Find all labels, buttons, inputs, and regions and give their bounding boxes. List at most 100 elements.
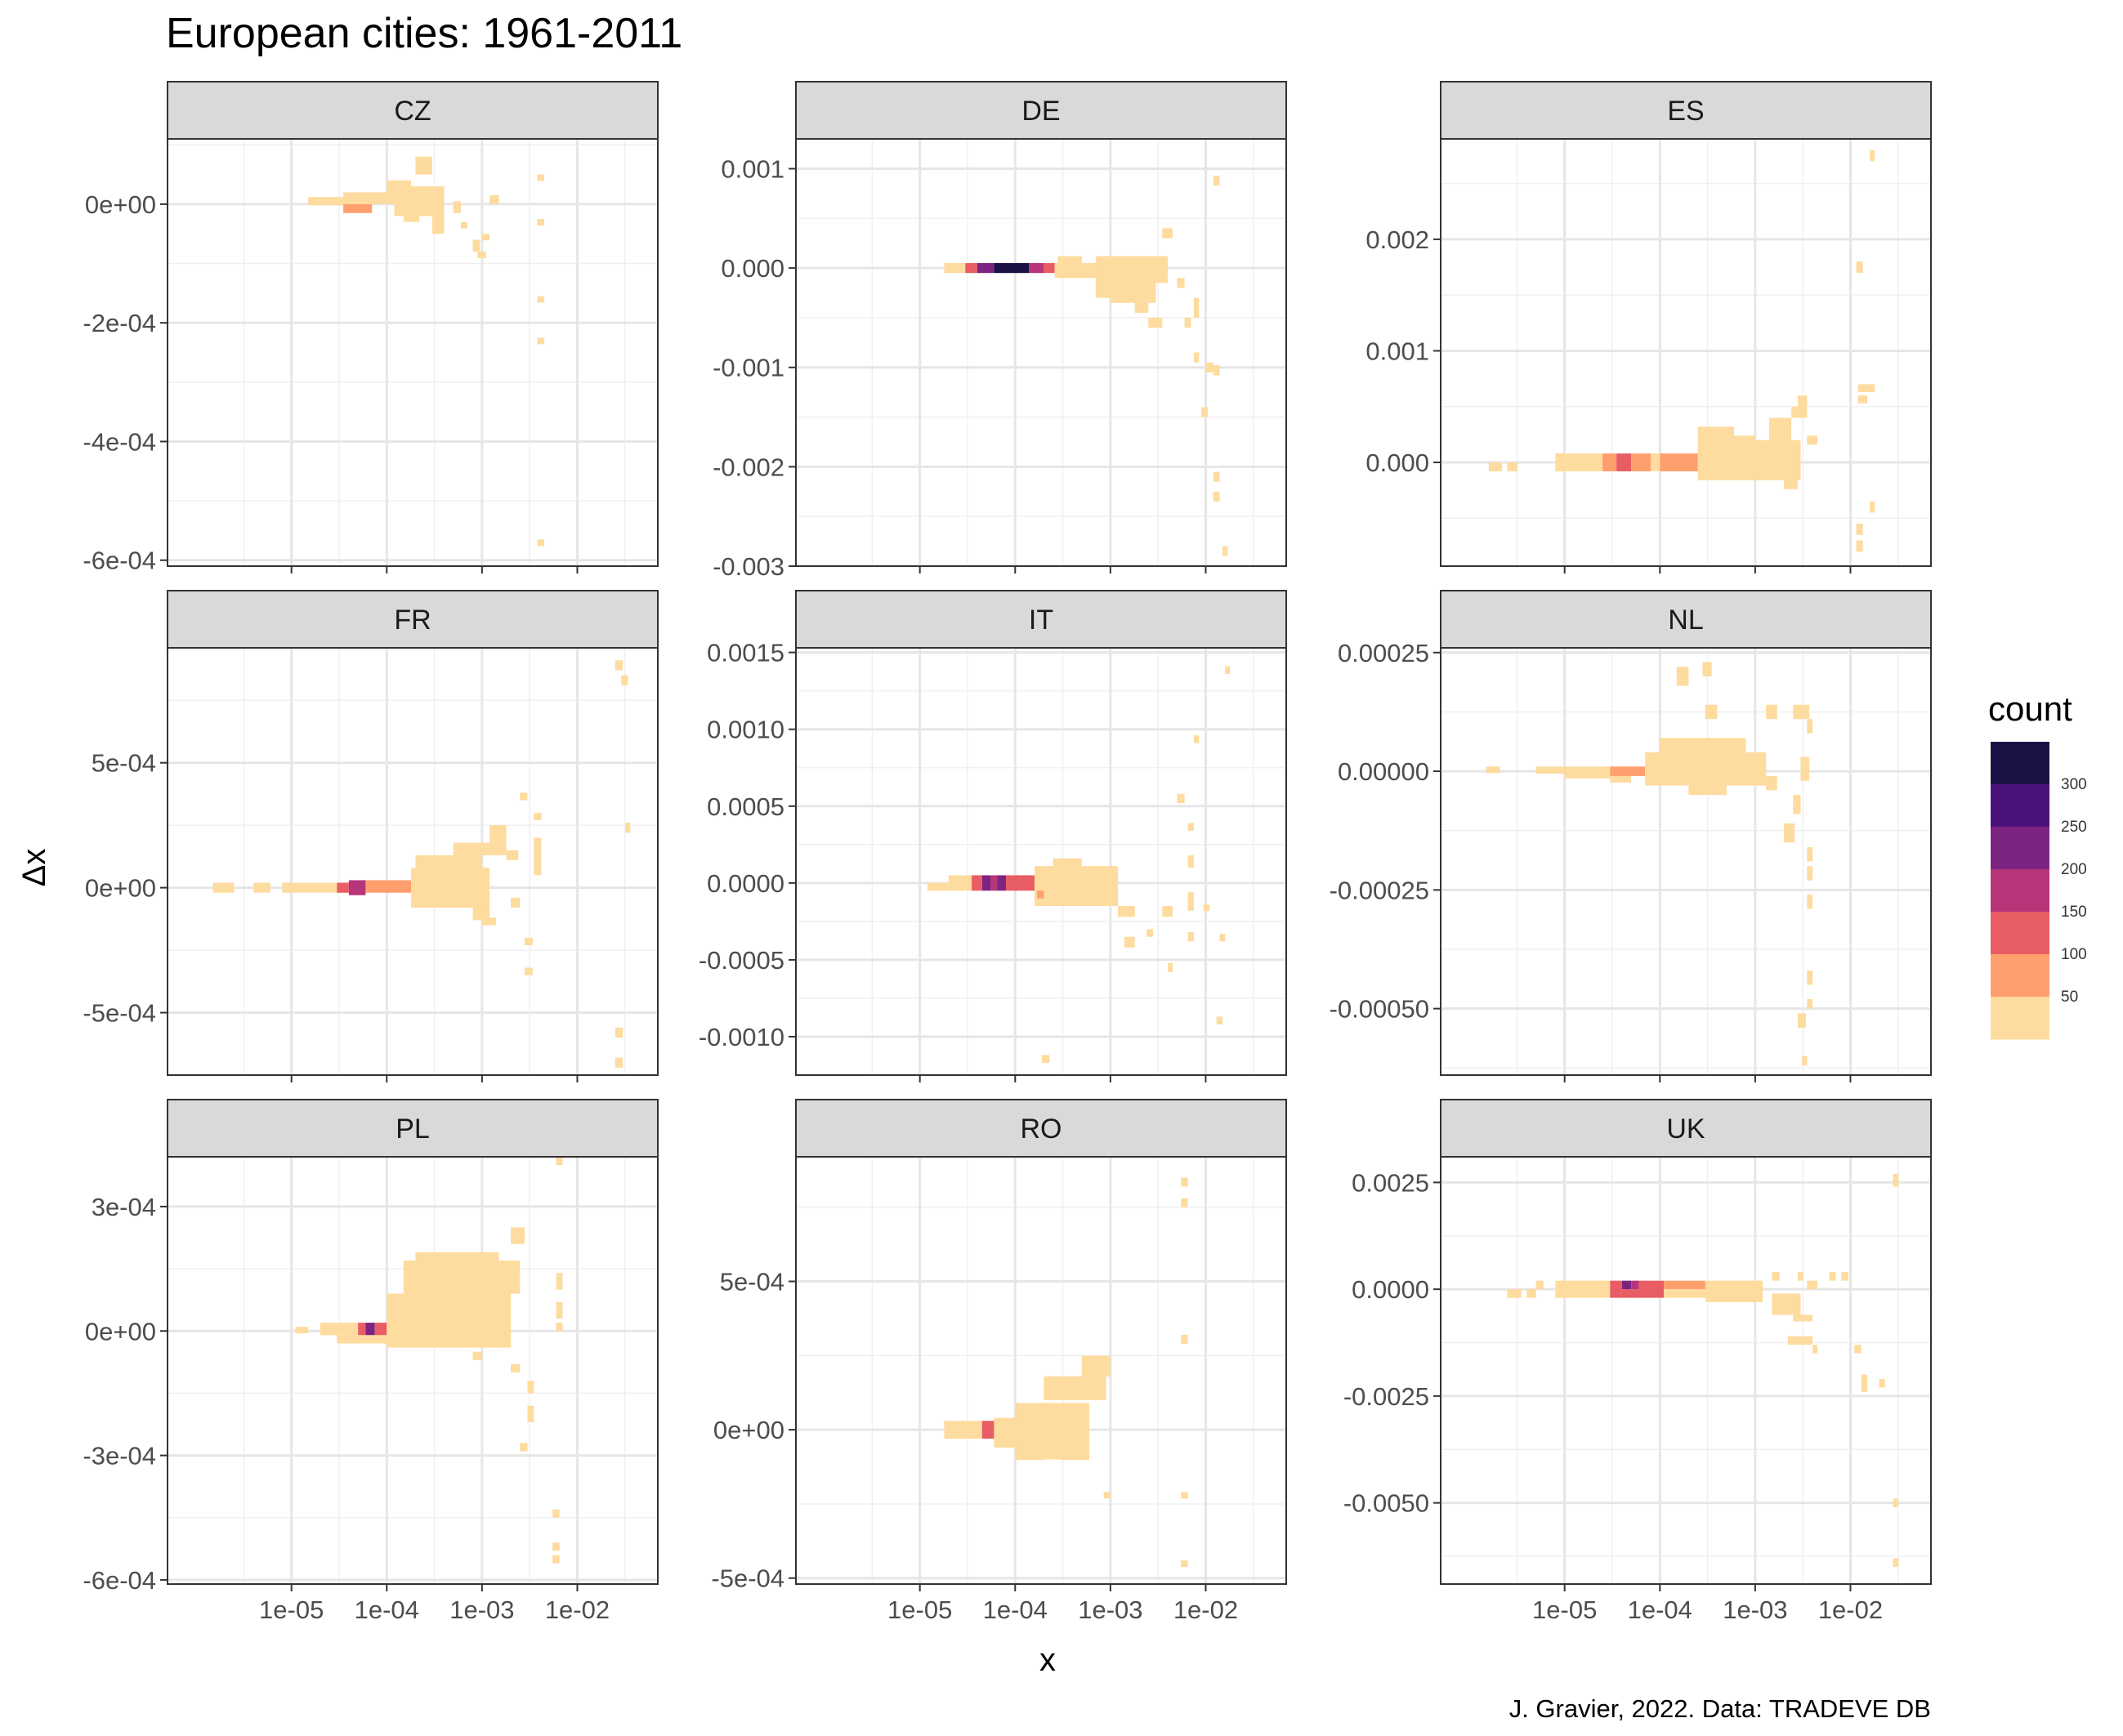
facet-strip xyxy=(167,1099,659,1158)
heatmap-bin xyxy=(1177,278,1185,288)
heatmap-bin xyxy=(1807,1280,1818,1290)
heatmap-bin xyxy=(1225,666,1231,674)
heatmap-bin xyxy=(537,539,545,547)
facet-panels: CZ 0e+00 -2e-04 -4e-04 -6e-04 DE 0.001 0.000 -0.… xyxy=(83,81,1932,1624)
heatmap-bin xyxy=(1488,462,1503,471)
heatmap-bin xyxy=(1798,1013,1806,1028)
facet-label: CZ xyxy=(394,96,431,127)
panel-fr: FR 5e-04 0e+00 -5e-04 xyxy=(83,590,659,1082)
x-tick-label: 1e-02 xyxy=(1818,1595,1883,1624)
facet-strip xyxy=(1440,81,1932,140)
heatmap-bin xyxy=(1184,317,1191,328)
y-tick-label: -0.001 xyxy=(713,354,784,382)
heatmap-bin xyxy=(348,880,366,895)
panel-es: ES 0.002 0.001 0.000 xyxy=(1365,81,1932,573)
heatmap-bin xyxy=(1621,1289,1639,1298)
y-tick-label: 0.000 xyxy=(721,254,784,283)
heatmap-bin xyxy=(1148,317,1163,328)
heatmap-bin xyxy=(1103,1492,1111,1499)
y-tick-label: -5e-04 xyxy=(83,999,156,1028)
y-tick-label: 0e+00 xyxy=(713,1416,784,1444)
heatmap-bin xyxy=(1870,150,1875,162)
heatmap-bin xyxy=(552,1542,560,1551)
heatmap-bin xyxy=(489,825,507,843)
heatmap-bin xyxy=(1793,1314,1813,1322)
panel-background xyxy=(796,139,1286,566)
legend-swatch xyxy=(1991,954,2049,997)
heatmap-bin xyxy=(615,1027,623,1038)
heatmap-bin xyxy=(944,263,966,274)
heatmap-bin xyxy=(1841,1272,1848,1281)
heatmap-bin xyxy=(1044,263,1055,274)
y-tick-label: 0.0010 xyxy=(707,716,784,744)
bins xyxy=(212,660,631,1068)
heatmap-bin xyxy=(527,1381,534,1394)
heatmap-bin xyxy=(1110,283,1156,303)
heatmap-bin xyxy=(1486,766,1500,774)
heatmap-bin xyxy=(525,967,533,975)
heatmap-bin xyxy=(1205,362,1213,373)
heatmap-bin xyxy=(337,1335,404,1344)
heatmap-bin xyxy=(1807,719,1813,734)
heatmap-bin xyxy=(1621,1280,1632,1290)
heatmap-bin xyxy=(1800,756,1810,781)
heatmap-bin xyxy=(1616,453,1632,471)
bins xyxy=(1486,662,1813,1066)
x-tick-label: 1e-05 xyxy=(259,1595,324,1624)
legend-break-label: 50 xyxy=(2061,988,2078,1006)
heatmap-bin xyxy=(1702,662,1712,676)
y-tick-label: -0.003 xyxy=(713,552,784,581)
heatmap-bin xyxy=(1162,228,1173,239)
heatmap-bin xyxy=(1697,426,1735,436)
heatmap-bin xyxy=(481,234,490,241)
heatmap-bin xyxy=(552,1509,560,1518)
heatmap-bin xyxy=(1193,735,1200,743)
heatmap-bin xyxy=(1772,1272,1780,1281)
heatmap-bin xyxy=(1054,263,1096,279)
y-tick-label: 5e-04 xyxy=(720,1268,784,1296)
heatmap-bin xyxy=(365,880,412,893)
heatmap-bin xyxy=(1602,453,1617,471)
heatmap-bin xyxy=(556,1301,563,1319)
heatmap-bin xyxy=(615,1057,623,1068)
legend-break-label: 150 xyxy=(2061,904,2087,921)
heatmap-bin xyxy=(1705,1280,1763,1302)
panel-pl: PL 3e-04 0e+00 -3e-04 -6e-04 1e-05 1e-04 1e-03 1… xyxy=(83,1099,659,1624)
heatmap-bin xyxy=(453,201,462,213)
y-tick-label: -0.0010 xyxy=(699,1023,784,1051)
heatmap-bin xyxy=(1015,1453,1044,1461)
facet-strip xyxy=(795,590,1287,649)
heatmap-bin xyxy=(1793,795,1801,814)
heatmap-bin xyxy=(552,1555,560,1564)
facet-label: RO xyxy=(1021,1113,1062,1145)
heatmap-bin xyxy=(1201,407,1208,417)
heatmap-bin xyxy=(1856,540,1863,552)
legend-swatch xyxy=(1991,784,2049,828)
heatmap-bin xyxy=(525,937,533,945)
heatmap-bin xyxy=(1879,1378,1885,1388)
heatmap-bin xyxy=(1035,866,1119,907)
heatmap-bin xyxy=(1181,1492,1188,1499)
heatmap-bin xyxy=(1015,1403,1090,1460)
panel-uk: UK 0.0025 0.0000 -0.0025 -0.0050 1e-05 1e-04 1e… xyxy=(1343,1099,1932,1624)
heatmap-bin xyxy=(403,210,420,222)
panel-cz: CZ 0e+00 -2e-04 -4e-04 -6e-04 xyxy=(83,81,659,575)
x-axis-label: x xyxy=(1039,1642,1056,1678)
x-tick-label: 1e-04 xyxy=(355,1595,419,1624)
heatmap-bin xyxy=(997,875,1006,891)
legend-swatch xyxy=(1991,997,2049,1040)
heatmap-bin xyxy=(625,823,631,833)
y-tick-label: 0.00000 xyxy=(1338,757,1429,786)
heatmap-bin xyxy=(510,897,521,908)
heatmap-bin xyxy=(1057,256,1082,264)
heatmap-bin xyxy=(556,1323,563,1332)
heatmap-bin xyxy=(981,1421,994,1439)
heatmap-bin xyxy=(527,1405,534,1422)
y-tick-label: 0.002 xyxy=(1365,225,1429,254)
heatmap-bin xyxy=(472,908,490,921)
heatmap-bin xyxy=(1766,704,1777,720)
heatmap-bin xyxy=(1555,453,1603,471)
heatmap-bin xyxy=(981,875,991,891)
legend-swatch xyxy=(1991,827,2049,870)
heatmap-bin xyxy=(1697,435,1755,480)
